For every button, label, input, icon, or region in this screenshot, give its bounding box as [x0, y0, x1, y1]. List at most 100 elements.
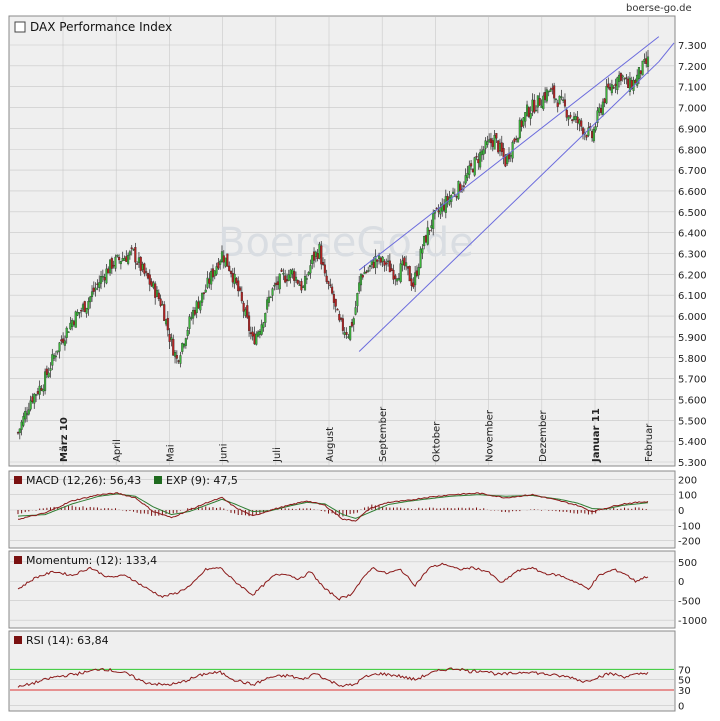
- candle: [132, 248, 135, 251]
- candle: [332, 294, 335, 303]
- candle: [164, 319, 168, 325]
- candle: [307, 272, 310, 276]
- candle: [260, 324, 263, 335]
- candle: [145, 271, 148, 273]
- candle: [285, 279, 289, 282]
- candle: [625, 77, 628, 79]
- candle: [246, 305, 249, 318]
- x-tick-label: Juni: [219, 444, 230, 463]
- candle: [228, 265, 231, 271]
- candle: [471, 169, 474, 173]
- trend-channel-line: [658, 42, 675, 62]
- candle: [610, 84, 613, 94]
- price-tick-label: 5.700: [678, 375, 707, 386]
- indicator-tick-label: -500: [678, 597, 701, 608]
- candle: [294, 276, 298, 281]
- candle: [29, 400, 32, 410]
- candle: [619, 73, 622, 81]
- candle: [262, 322, 265, 328]
- candle: [361, 275, 364, 278]
- candle: [22, 416, 25, 426]
- candle: [415, 270, 418, 276]
- title-checkbox-icon[interactable]: [14, 21, 26, 33]
- candle: [349, 325, 352, 340]
- candle: [112, 264, 115, 267]
- candle: [210, 270, 213, 285]
- indicator-tick-label: 30: [678, 686, 691, 697]
- candle: [89, 296, 92, 303]
- candle: [220, 251, 224, 263]
- candle: [25, 413, 29, 416]
- candle: [87, 301, 90, 310]
- candle: [152, 282, 155, 288]
- candle: [590, 131, 594, 139]
- candle: [58, 342, 61, 352]
- candle: [213, 270, 216, 277]
- candle: [419, 248, 422, 268]
- candle: [569, 114, 572, 118]
- candle: [432, 212, 435, 229]
- candle: [563, 99, 567, 107]
- candle: [482, 149, 485, 155]
- x-tick-label: September: [378, 406, 389, 462]
- indicator-tick-label: 200: [678, 475, 697, 486]
- candle: [388, 260, 391, 273]
- candle: [137, 257, 140, 263]
- candle: [303, 276, 307, 291]
- candle: [275, 282, 278, 285]
- candle: [60, 339, 63, 342]
- candle: [322, 262, 325, 265]
- candle: [31, 396, 34, 403]
- candle: [623, 78, 626, 80]
- candle: [343, 332, 346, 335]
- candle: [587, 127, 590, 136]
- candle: [280, 269, 283, 272]
- candle: [175, 355, 178, 359]
- candle: [509, 155, 512, 157]
- candle: [466, 172, 469, 178]
- candle: [197, 301, 200, 309]
- candle: [457, 181, 460, 199]
- candle: [576, 116, 579, 124]
- candle: [172, 338, 175, 356]
- candle: [600, 108, 603, 113]
- candle: [526, 104, 529, 116]
- candle: [358, 282, 361, 292]
- candle: [558, 95, 561, 105]
- candle: [350, 322, 354, 327]
- candle: [127, 254, 130, 264]
- candle: [273, 284, 276, 287]
- indicator-tick-label: -1000: [678, 616, 707, 627]
- candle: [488, 139, 491, 142]
- candle: [396, 278, 399, 282]
- price-tick-label: 6.200: [678, 270, 707, 281]
- candle: [110, 258, 113, 269]
- candle: [166, 317, 169, 331]
- candle: [368, 265, 372, 268]
- candle: [240, 292, 243, 302]
- candle: [183, 344, 186, 347]
- price-tick-label: 6.100: [678, 291, 707, 302]
- candle: [480, 150, 483, 156]
- candle: [83, 301, 86, 312]
- candle: [249, 332, 252, 335]
- candle: [493, 135, 496, 150]
- candle: [121, 258, 124, 261]
- candle: [347, 336, 350, 338]
- candle: [581, 127, 585, 135]
- candle: [554, 98, 557, 101]
- candle: [161, 304, 164, 306]
- candle: [217, 262, 220, 269]
- candle: [500, 142, 503, 153]
- candle: [515, 138, 518, 140]
- candle: [302, 286, 305, 288]
- candle: [323, 264, 326, 274]
- candle: [154, 283, 157, 298]
- candle: [146, 273, 150, 279]
- candle: [305, 278, 308, 280]
- candle: [316, 253, 319, 260]
- candle: [470, 163, 473, 167]
- candle: [489, 138, 493, 144]
- candle: [248, 315, 251, 331]
- candle: [341, 318, 344, 331]
